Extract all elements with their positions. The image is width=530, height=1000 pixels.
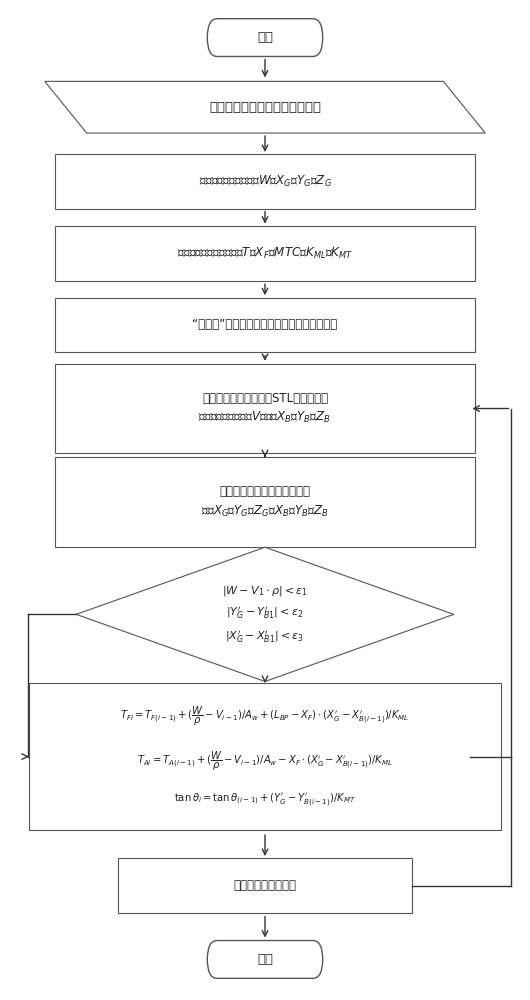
- Text: “常规法”计算船舱首尾吃水及倾斜水线面方程: “常规法”计算船舱首尾吃水及倾斜水线面方程: [192, 318, 338, 331]
- FancyBboxPatch shape: [29, 683, 501, 830]
- Text: 坐标系转换，计算固定坐标系
下的$X_G$，$Y_G$，$Z_G$，$X_B$，$Y_B$，$Z_B$: 坐标系转换，计算固定坐标系 下的$X_G$，$Y_G$，$Z_G$，$X_B$，…: [201, 485, 329, 519]
- FancyBboxPatch shape: [55, 364, 475, 453]
- Polygon shape: [45, 81, 485, 133]
- Text: 读取所有舶室的舶容及装载信息: 读取所有舶室的舶容及装载信息: [209, 101, 321, 114]
- Text: 重心计算子程序，输出$W$、$X_G$、$Y_G$、$Z_G$: 重心计算子程序，输出$W$、$X_G$、$Y_G$、$Z_G$: [199, 174, 331, 189]
- FancyBboxPatch shape: [55, 298, 475, 352]
- Text: $T_{Fi}=T_{F(i-1)}+(\dfrac{W}{\rho}-V_{i-1})/A_w+(L_{BP}-X_F)\cdot(X_G^{\prime}-: $T_{Fi}=T_{F(i-1)}+(\dfrac{W}{\rho}-V_{i…: [120, 705, 410, 808]
- Polygon shape: [76, 547, 454, 681]
- Text: 倾斜水线面与船体外壳STL求交，计算
水线面下的排水体积$V$及浮心$X_B$，$Y_B$，$Z_B$: 倾斜水线面与船体外壳STL求交，计算 水线面下的排水体积$V$及浮心$X_B$，…: [199, 392, 331, 425]
- Text: 开始: 开始: [257, 31, 273, 44]
- Text: 静水力插値子程序，输出$T$，$X_F$，$MTC$，$K_{ML}$，$K_{MT}$: 静水力插値子程序，输出$T$，$X_F$，$MTC$，$K_{ML}$，$K_{…: [177, 246, 353, 261]
- FancyBboxPatch shape: [118, 858, 412, 913]
- Text: $|W-V_1\cdot\rho|<\varepsilon_1$
$|Y_G^{\prime}-Y_{B1}^{\prime}|<\varepsilon_2$
: $|W-V_1\cdot\rho|<\varepsilon_1$ $|Y_G^{…: [222, 584, 308, 645]
- FancyBboxPatch shape: [55, 226, 475, 281]
- Text: 结束: 结束: [257, 953, 273, 966]
- FancyBboxPatch shape: [55, 154, 475, 209]
- FancyBboxPatch shape: [55, 457, 475, 547]
- Text: 计算倾斜水线面方程: 计算倾斜水线面方程: [234, 879, 296, 892]
- FancyBboxPatch shape: [207, 941, 323, 978]
- FancyBboxPatch shape: [207, 19, 323, 56]
